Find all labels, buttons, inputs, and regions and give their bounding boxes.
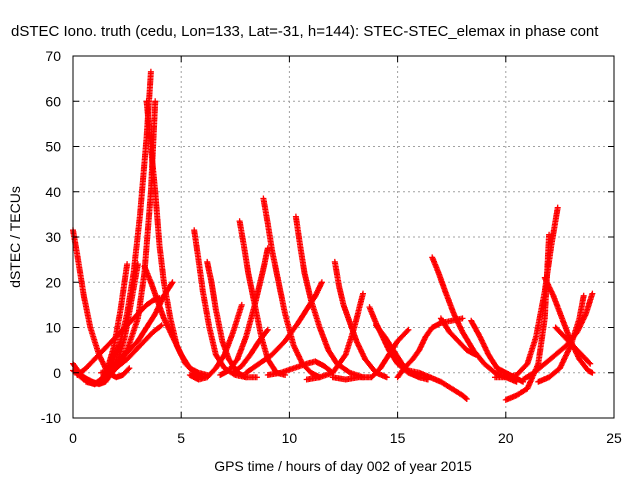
x-tick-label: 20 <box>498 430 514 446</box>
x-axis-label: GPS time / hours of day 002 of year 2015 <box>214 458 472 474</box>
y-axis-label: dSTEC / TECUs <box>7 186 23 288</box>
series-6-markers <box>74 295 163 378</box>
series-17-markers <box>230 326 271 376</box>
series-14 <box>236 218 289 378</box>
series-10-markers <box>98 322 165 376</box>
series-14-markers <box>236 218 289 378</box>
series-16-markers <box>260 195 323 381</box>
y-tick-label: 10 <box>45 320 61 336</box>
series-16 <box>260 195 323 381</box>
series-15-markers <box>217 245 271 378</box>
series-29 <box>405 367 470 402</box>
y-tick-label: 20 <box>45 274 61 290</box>
series-22 <box>303 290 366 383</box>
x-tick-label: 10 <box>282 430 298 446</box>
series-29-markers <box>405 367 470 402</box>
series-18-markers <box>292 213 366 381</box>
y-tick-label: 70 <box>45 48 61 64</box>
series-13-markers <box>186 301 245 383</box>
x-tick-label: 25 <box>606 430 622 446</box>
series-28 <box>437 315 479 358</box>
series-17 <box>230 326 271 376</box>
data-series <box>70 68 596 403</box>
series-10 <box>98 322 165 376</box>
axis-ticks: 0 5 10 15 20 25 -10 0 10 20 30 40 50 60 70 <box>41 48 622 446</box>
series-20 <box>264 358 336 378</box>
series-6 <box>74 295 163 378</box>
y-tick-label: 30 <box>45 229 61 245</box>
y-tick-label: 60 <box>45 93 61 109</box>
y-tick-label: 40 <box>45 184 61 200</box>
y-tick-label: 0 <box>53 365 61 381</box>
series-13 <box>186 301 245 383</box>
series-35-markers <box>535 292 587 385</box>
x-tick-label: 5 <box>177 430 185 446</box>
series-19 <box>243 279 325 376</box>
x-tick-label: 0 <box>69 430 77 446</box>
x-tick-label: 15 <box>390 430 406 446</box>
series-18 <box>292 213 366 381</box>
series-19-markers <box>243 279 325 376</box>
y-tick-label: 50 <box>45 139 61 155</box>
series-15 <box>217 245 271 378</box>
y-tick-label: -10 <box>41 410 61 426</box>
series-35 <box>535 292 587 385</box>
series-36 <box>552 324 594 367</box>
series-28-markers <box>437 315 479 358</box>
series-20-markers <box>264 358 336 378</box>
series-22-markers <box>303 290 366 383</box>
series-36-markers <box>552 324 594 367</box>
chart-title: dSTEC Iono. truth (cedu, Lon=133, Lat=-3… <box>11 23 599 40</box>
